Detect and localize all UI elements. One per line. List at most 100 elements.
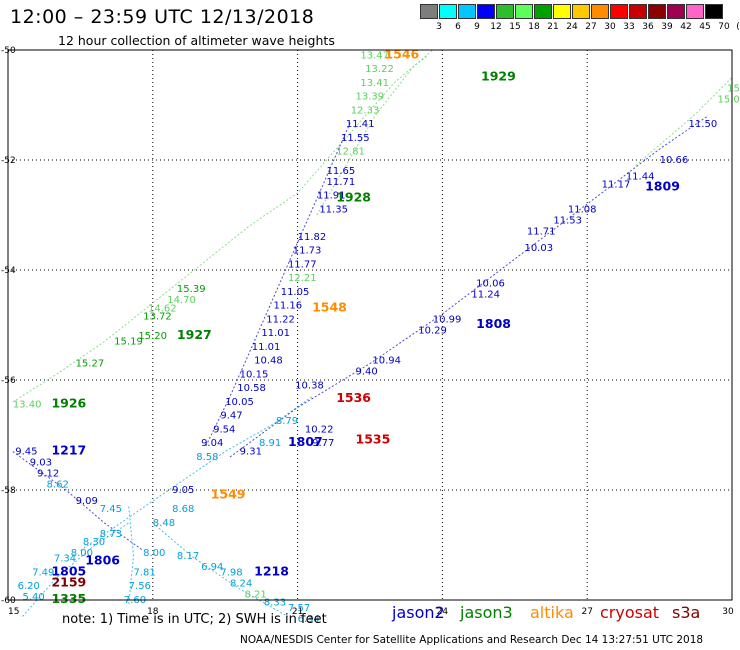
pass-time-label: 1335 [51, 591, 86, 606]
pass-time-label: 2159 [51, 574, 86, 589]
pass-time-label: 1805 [51, 563, 86, 578]
color-scale-label: 3 [436, 22, 442, 32]
x-tick-label: 30 [722, 607, 734, 617]
wave-height-value: 11.91 [317, 191, 346, 202]
color-swatch [572, 4, 590, 19]
wave-height-value: 10.94 [372, 356, 401, 367]
wave-height-value: 10.05 [225, 397, 254, 408]
wave-height-value: 9.45 [15, 446, 37, 457]
track-line [229, 115, 709, 458]
wave-height-value: 9.12 [37, 468, 59, 479]
wave-height-value: 11.41 [346, 119, 375, 130]
wave-height-value: 10.06 [476, 279, 505, 290]
pass-time-label: 1535 [356, 431, 391, 446]
pass-time-labels: 1546 1929 1928 1548 1927 1926 1808 1809 1536 1535… [51, 46, 679, 606]
wave-height-value: 14.62 [148, 303, 177, 314]
wave-height-value: 11.16 [273, 301, 302, 312]
wave-height-value: 12.33 [351, 105, 380, 116]
wave-height-value: 12.81 [336, 147, 365, 158]
color-scale-label: 33 [623, 22, 635, 32]
wave-height-value: 11.71 [527, 226, 556, 237]
pass-time-label: 1218 [254, 563, 289, 578]
wave-height-value: 13.47 [360, 50, 389, 61]
wave-height-value: 8.00 [71, 548, 93, 559]
mission-cryosat: cryosat [600, 603, 660, 622]
pass-time-label: 1929 [481, 68, 516, 83]
color-scale-label: 6 [455, 22, 461, 32]
wave-height-value: 8.30 [83, 537, 105, 548]
wave-height-value: 9.40 [356, 367, 378, 378]
wave-height-value: 8.17 [177, 551, 199, 562]
color-scale-label: 39 [661, 22, 673, 32]
wave-height-value: 8.62 [47, 479, 69, 490]
x-tick-label: 21 [292, 607, 303, 617]
track-line [22, 522, 129, 617]
color-scale-label: 15 [509, 22, 521, 32]
pass-time-label: 1806 [85, 552, 120, 567]
wave-height-value: 7.98 [220, 567, 242, 578]
wave-height-value: 13.41 [360, 78, 389, 89]
wave-height-value: 8.73 [100, 529, 122, 540]
wave-height-value: 11.50 [689, 119, 718, 130]
mission-altika: altika [530, 603, 574, 622]
wave-height-value: 10.15 [240, 369, 269, 380]
color-scale-label: 45 [699, 22, 711, 32]
wave-height-value: 15.87 [727, 83, 740, 94]
wave-height-value: 11.44 [626, 171, 655, 182]
x-tick-label: 27 [581, 607, 592, 617]
x-tick-label: 18 [147, 607, 159, 617]
wave-height-value: 7.57 [288, 603, 310, 614]
color-scale-label: 27 [585, 22, 597, 32]
wave-height-value: 11.24 [471, 290, 500, 301]
wave-height-value: 9.05 [172, 485, 194, 496]
wave-height-value: 8.21 [245, 589, 267, 600]
wave-height-value: 9.04 [201, 438, 223, 449]
pass-time-label: 1809 [645, 178, 680, 193]
color-swatch [439, 4, 457, 19]
wave-height-value: 11.77 [288, 259, 317, 270]
wave-height-value: 6.34 [298, 614, 320, 625]
wave-height-value: 12.21 [288, 273, 317, 284]
wave-height-value: 6.94 [201, 562, 223, 573]
color-swatch [629, 4, 647, 19]
wave-height-value: 10.99 [433, 314, 462, 325]
color-swatch [705, 4, 723, 19]
wave-height-value: 11.53 [553, 215, 582, 226]
color-scale-label: 36 [642, 22, 654, 32]
wave-height-value: 11.71 [327, 177, 356, 188]
pass-time-label: 1928 [336, 189, 371, 204]
color-swatch [534, 4, 552, 19]
wave-height-value: 7.81 [133, 567, 155, 578]
wave-height-value: 11.82 [298, 232, 327, 243]
color-scale-label: 18 [528, 22, 540, 32]
wave-height-value: 13.22 [365, 64, 394, 75]
wave-height-value: 7.45 [100, 504, 122, 515]
wave-height-value: 10.29 [418, 325, 447, 336]
color-swatch [686, 4, 704, 19]
wave-height-value: 9.31 [240, 446, 262, 457]
wave-height-value: 8.00 [143, 548, 165, 559]
mission-jason2: jason2 [392, 603, 445, 622]
wave-height-value: 9.54 [213, 424, 235, 435]
pass-time-label: 1807 [288, 434, 323, 449]
y-tick-label: -60 [1, 596, 16, 606]
wave-height-value: 7.49 [32, 567, 54, 578]
page-title: 12:00 – 23:59 UTC 12/13/2018 [10, 6, 315, 28]
wave-height-value: 10.48 [254, 356, 283, 367]
credit-line: NOAA/NESDIS Center for Satellite Applica… [240, 634, 704, 646]
satellite-tracks [12, 49, 733, 617]
wave-height-value: 5.40 [22, 592, 44, 603]
wave-height-value: 15.27 [76, 358, 105, 369]
wave-height-value: 7.34 [54, 554, 76, 565]
wave-height-value: 15.07 [718, 94, 740, 105]
pass-time-label: 1549 [211, 486, 246, 501]
pass-time-label: 1927 [177, 327, 212, 342]
wave-height-value: 11.35 [319, 204, 348, 215]
wave-height-value: 8.91 [259, 438, 281, 449]
wave-height-value: 14.70 [167, 295, 196, 306]
map-frame [7, 49, 733, 601]
mission-jason3: jason3 [460, 603, 513, 622]
wave-height-value: 9.09 [76, 496, 98, 507]
color-scale-label: 24 [566, 22, 578, 32]
